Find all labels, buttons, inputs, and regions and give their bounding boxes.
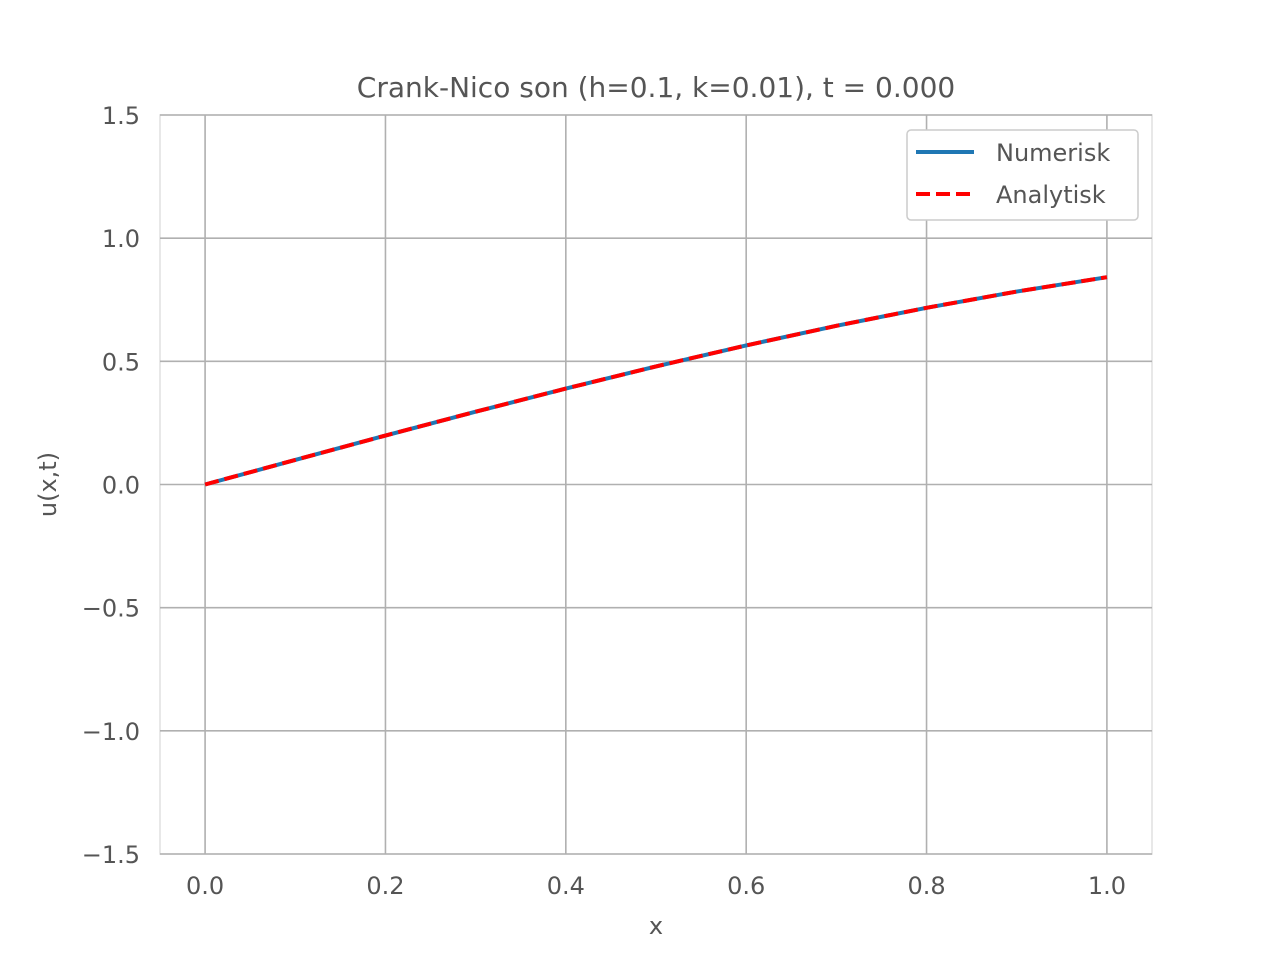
y-tick-label: 0.0 xyxy=(102,472,140,500)
x-tick-label: 0.6 xyxy=(727,872,765,900)
y-tick-label: −1.5 xyxy=(82,841,140,869)
x-tick-label: 0.2 xyxy=(366,872,404,900)
y-axis-label: u(x,t) xyxy=(34,452,62,517)
x-tick-label: 0.4 xyxy=(547,872,585,900)
y-tick-label: −0.5 xyxy=(82,595,140,623)
ticks: 0.0 0.2 0.4 0.6 0.8 1.0 −1.5 −1.0 −0.5 0.0 0.5 1.0 1… xyxy=(82,102,1126,900)
x-tick-label: 0.8 xyxy=(907,872,945,900)
legend-label-numerisk: Numerisk xyxy=(996,139,1110,167)
legend-label-analytisk: Analytisk xyxy=(996,181,1106,209)
chart-title: Crank-Nico son (h=0.1, k=0.01), t = 0.00… xyxy=(357,71,955,104)
x-tick-label: 1.0 xyxy=(1088,872,1126,900)
y-tick-label: −1.0 xyxy=(82,718,140,746)
y-tick-label: 1.5 xyxy=(102,102,140,130)
grid xyxy=(160,114,1152,855)
series xyxy=(204,275,1108,487)
x-tick-label: 0.0 xyxy=(186,872,224,900)
y-tick-label: 1.0 xyxy=(102,225,140,253)
x-axis-label: x xyxy=(649,912,663,940)
series-line-analytisk xyxy=(204,275,1108,487)
y-tick-label: 0.5 xyxy=(102,348,140,376)
legend: Numerisk Analytisk xyxy=(906,129,1139,221)
